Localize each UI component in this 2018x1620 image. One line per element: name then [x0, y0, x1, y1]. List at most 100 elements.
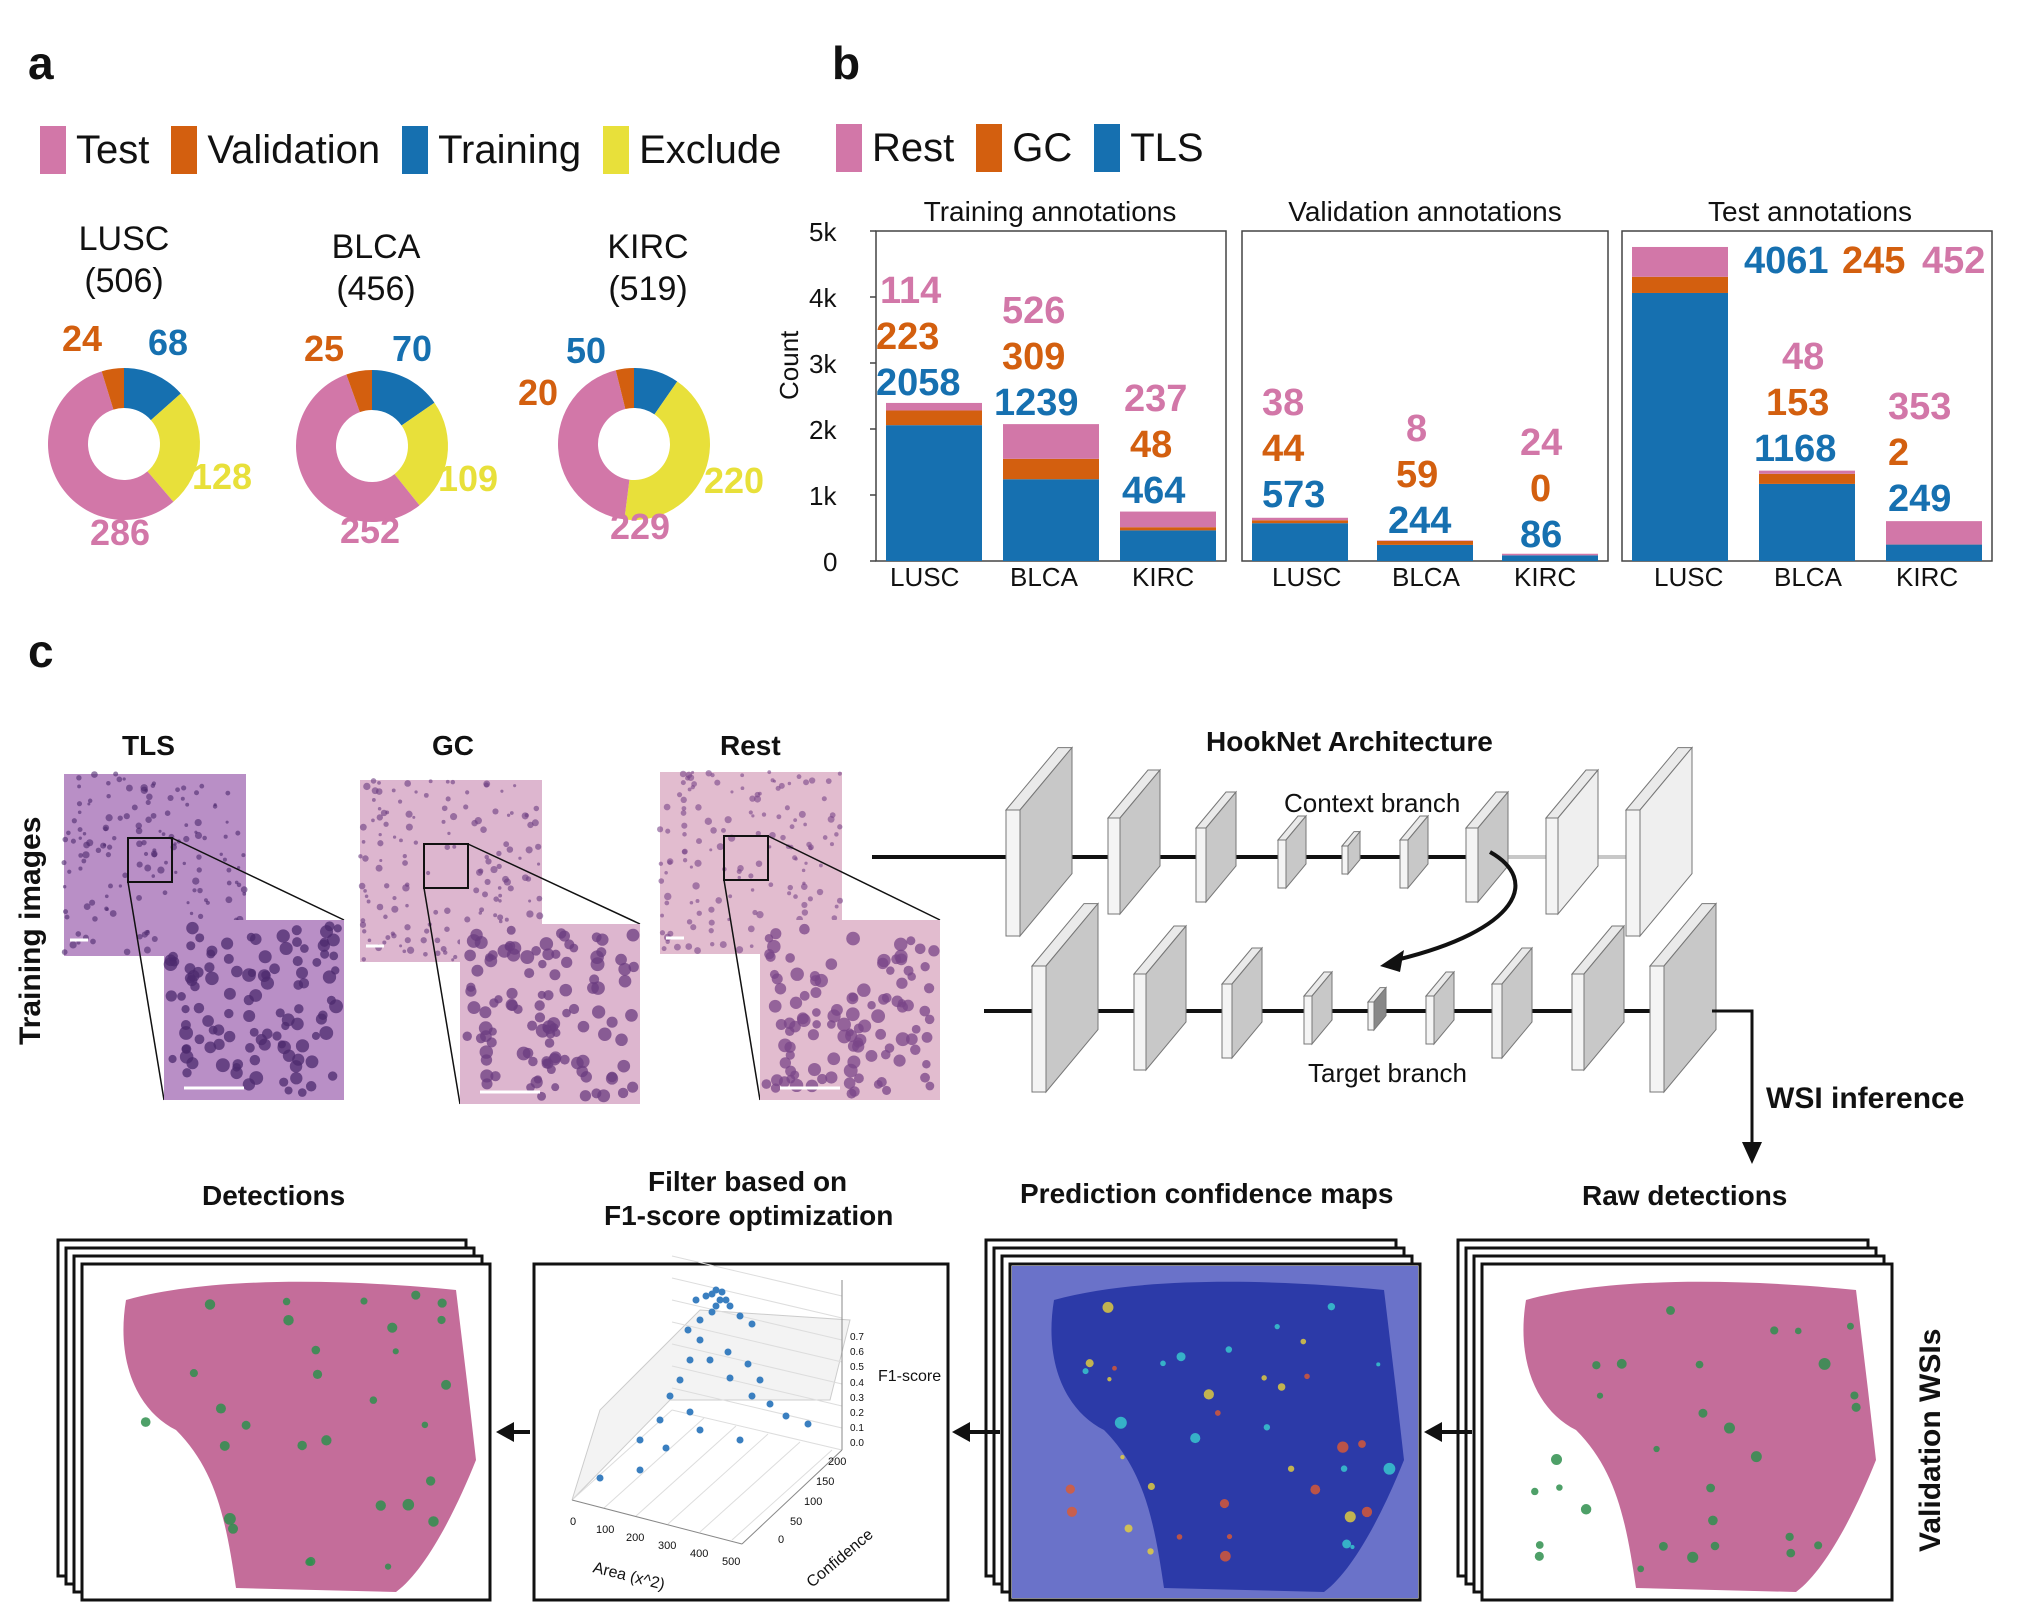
- scatter-point: [656, 1416, 664, 1424]
- tile-rest-cell: [789, 824, 795, 830]
- tile-gc-cell: [371, 787, 379, 795]
- raw-detection-dot: [1786, 1548, 1796, 1558]
- target-block-7-front: [1571, 973, 1585, 1071]
- zoom-gc-nucleus: [618, 974, 632, 988]
- zoom-tls-nucleus: [284, 1086, 293, 1095]
- raw-detection-dot: [1750, 1451, 1762, 1463]
- hotspot: [1342, 1539, 1352, 1549]
- zoom-rest-nucleus: [878, 993, 890, 1005]
- tile-rest-cell: [821, 796, 827, 802]
- detection-dot: [392, 1348, 399, 1355]
- zoom-rest-nucleus: [799, 990, 810, 1001]
- tile-tls-cell: [161, 832, 166, 836]
- tile-gc-cell: [445, 796, 451, 802]
- zoom-tls-nucleus: [255, 1034, 267, 1046]
- zoom-tls-nucleus: [247, 968, 257, 978]
- tile-tls-cell: [137, 933, 143, 940]
- bar-1-blca-rest: [1377, 540, 1473, 542]
- tile-tls-cell: [151, 851, 158, 858]
- tile-rest-cell: [691, 781, 698, 787]
- tile-rest-cell: [690, 924, 697, 931]
- tile-rest-cell: [803, 779, 810, 786]
- tile-rest-cell: [695, 898, 700, 903]
- ytick-s200: 200: [828, 1456, 847, 1468]
- tile-tls-cell: [143, 851, 149, 857]
- zoom-gc-nucleus: [615, 953, 627, 966]
- tile-gc-cell: [424, 928, 430, 934]
- zoom-gc-nucleus: [559, 983, 573, 997]
- tile-rest-cell: [682, 858, 688, 863]
- inference-arrowhead: [1742, 1142, 1762, 1164]
- zoom-rest-nucleus: [812, 1020, 821, 1029]
- tile-rest-cell: [709, 848, 713, 852]
- tile-gc-cell: [371, 798, 376, 802]
- bar-1-kirc-rest: [1502, 553, 1598, 556]
- zoom-rest-nucleus: [914, 943, 926, 955]
- tile-tls-cell: [184, 823, 189, 827]
- tile-rest-cell: [807, 896, 813, 902]
- tile-tls-cell: [70, 838, 76, 844]
- tile-gc-cell: [384, 883, 390, 889]
- tile-tls-cell: [112, 835, 117, 841]
- tile-gc-cell: [391, 933, 397, 939]
- tile-gc-cell: [426, 870, 431, 876]
- legend-test: Test: [40, 126, 149, 174]
- scatter-z-label: F1-score: [878, 1368, 942, 1385]
- hotspot: [1383, 1462, 1396, 1475]
- hotspot: [1102, 1301, 1114, 1313]
- filter-label-line2: F1-score optimization: [604, 1200, 894, 1231]
- tile-gc-cell: [536, 912, 544, 920]
- detection-dot: [402, 1498, 415, 1511]
- detection-dot: [384, 1563, 392, 1570]
- tile-gc-cell: [531, 819, 539, 827]
- scatter-point: [716, 1296, 724, 1304]
- zoom-rest-nucleus: [827, 1009, 841, 1023]
- scatter-point: [686, 1356, 694, 1364]
- zoom-rest-nucleus: [849, 1086, 860, 1097]
- tile-gc-cell: [423, 792, 429, 798]
- detection-dot: [428, 1516, 439, 1527]
- zoom-rest-nucleus: [827, 1052, 841, 1066]
- tile-rest-cell: [837, 824, 843, 830]
- tile-rest-cell: [819, 863, 823, 868]
- scatter-point: [718, 1288, 726, 1296]
- tile-tls-cell: [136, 840, 143, 848]
- tile-tls-cell: [158, 829, 162, 833]
- tile-rest-cell: [660, 913, 665, 918]
- zoom-gc-nucleus: [617, 1059, 631, 1073]
- zoom-gc-nucleus: [462, 1031, 472, 1041]
- zoom-tls-nucleus: [169, 956, 180, 967]
- zoom-gc-nucleus: [552, 1028, 561, 1037]
- zoom-tls-nucleus: [261, 970, 271, 980]
- zoom-gc-nucleus: [626, 928, 640, 942]
- zoom-gc-nucleus: [592, 1005, 606, 1019]
- tile-tls-cell: [197, 887, 203, 894]
- tile-gc-cell: [382, 940, 387, 945]
- tile-rest-cell: [691, 770, 695, 774]
- tile-rest-cell: [728, 894, 733, 899]
- tile-rest-cell: [694, 859, 702, 867]
- tile-gc-cell: [453, 954, 458, 960]
- subplot-title-training: Training annotations: [923, 196, 1177, 227]
- detection-dot: [219, 1440, 230, 1451]
- train-blca-tls: 1239: [994, 382, 1079, 424]
- xtick-100: 100: [596, 1524, 615, 1536]
- donut-kirc-test-slice: [558, 370, 630, 520]
- zoom-rest-nucleus: [893, 1054, 906, 1067]
- tile-gc-cell: [500, 789, 504, 793]
- scatter-point: [712, 1302, 720, 1310]
- scatter-point: [724, 1348, 732, 1356]
- scatter-point: [748, 1320, 756, 1328]
- tile-rest-cell: [776, 814, 782, 820]
- tile-tls-cell: [78, 866, 83, 871]
- zoom-tls-nucleus: [311, 1031, 320, 1040]
- tile-tls-cell: [63, 909, 69, 915]
- tile-rest-roi-box: [723, 835, 769, 881]
- detection-dot: [215, 1403, 226, 1414]
- inference-arrow: [1712, 1009, 1754, 1146]
- tile-gc-cell: [397, 799, 403, 804]
- ztick: 0.3: [850, 1392, 864, 1404]
- zoom-gc-nucleus: [546, 1065, 556, 1075]
- scatter-point: [696, 1426, 704, 1434]
- scatter-point: [702, 1292, 710, 1300]
